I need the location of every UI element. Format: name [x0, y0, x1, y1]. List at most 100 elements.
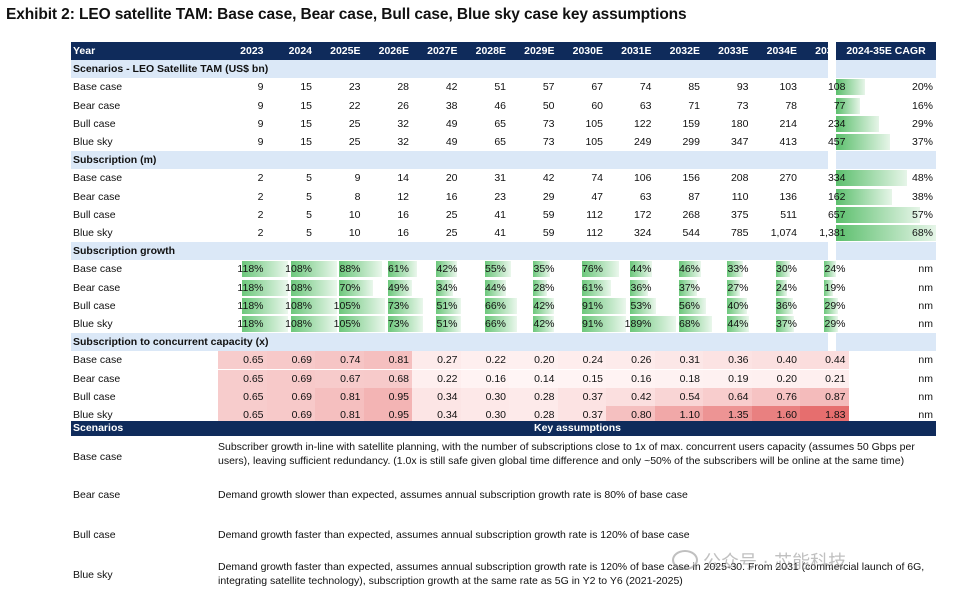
- value-text: 25: [445, 208, 458, 221]
- table-row: Bull case 118% 108% 105% 73% 51% 66% 42% 91% 53% 5…: [71, 297, 936, 315]
- table-row: Blue sky 118% 108% 105% 73% 51% 66% 42% 91% 189% 6…: [71, 315, 936, 333]
- table-row: Base case 118% 108% 88% 61% 42% 55% 35% 76% 44% 46…: [71, 260, 936, 278]
- value-text: 41: [494, 208, 506, 221]
- value-text: 108: [827, 81, 846, 94]
- value-text: 0.44: [825, 354, 846, 367]
- table-row: Blue sky 0.65 0.69 0.81 0.95 0.34 0.30 0.28 0.37…: [71, 406, 936, 424]
- assumption-text: Demand growth faster than expected, assu…: [218, 561, 925, 587]
- value-text: 12: [397, 190, 409, 203]
- cagr-cell: nm: [836, 388, 936, 406]
- value-cell: 0.80: [606, 406, 655, 424]
- value-cell: 180: [703, 115, 752, 133]
- section-title: Scenarios - LEO Satellite TAM (US$ bn): [73, 63, 269, 76]
- growth-bar: [775, 261, 791, 278]
- value-cell: 24%: [752, 279, 801, 297]
- value-cell: 31: [461, 169, 510, 187]
- value-cell: 299: [655, 133, 704, 151]
- value-text: 457: [827, 136, 846, 148]
- row-label: Blue sky: [73, 409, 113, 421]
- value-text: 46: [494, 99, 506, 112]
- value-text: 0.20: [534, 354, 555, 367]
- cagr-text: 16%: [911, 99, 933, 112]
- value-cell: 53%: [606, 297, 655, 315]
- value-cell: 26: [364, 97, 413, 115]
- value-text: 24%: [824, 263, 846, 276]
- value-cell: 189%: [606, 315, 655, 333]
- cagr-text: 48%: [911, 172, 933, 185]
- value-cell: 159: [655, 115, 704, 133]
- value-cell: 10: [315, 224, 364, 242]
- table-row: Blue sky 9 15 25 32 49 65 73 105 249 299 347 413 457 3…: [71, 133, 936, 151]
- value-cell: 347: [703, 133, 752, 151]
- value-text: 106: [633, 172, 652, 185]
- value-text: 110: [731, 190, 749, 203]
- key-assumptions-header: Scenarios Key assumptions: [71, 421, 936, 436]
- value-text: 0.31: [679, 354, 700, 367]
- value-text: 105: [585, 136, 603, 148]
- assumption-label: Bull case: [73, 529, 116, 541]
- section-band-cagr: [836, 333, 936, 352]
- value-cell: 15: [267, 133, 316, 151]
- cagr-cell: nm: [836, 297, 936, 315]
- value-cell: 49%: [364, 279, 413, 297]
- value-text: 112: [586, 208, 603, 221]
- assumption-text: Subscriber growth in-line with satellite…: [218, 441, 915, 467]
- growth-bar: [339, 279, 374, 296]
- value-cell: 59: [509, 224, 558, 242]
- row-label: Base case: [73, 354, 123, 367]
- value-cell: 268: [655, 206, 704, 224]
- value-text: 1.10: [679, 409, 700, 421]
- value-cell: 0.95: [363, 406, 412, 424]
- table-header-row: Year 2023 2024 2025E 2026E 2027E 2028E 2029E 203…: [71, 42, 846, 60]
- value-cell: 1,381: [800, 224, 849, 242]
- value-cell: 112: [558, 206, 607, 224]
- table-row: Bull case 9 15 25 32 49 65 73 105 122 159 180 214 234…: [71, 115, 936, 133]
- value-cell: 16: [412, 188, 461, 206]
- value-text: 73%: [387, 299, 409, 312]
- value-cell: 68%: [655, 315, 704, 333]
- value-cell: 156: [655, 169, 704, 187]
- growth-bar: [727, 261, 744, 278]
- value-cell: 63: [606, 188, 655, 206]
- cagr-text: nm: [918, 354, 933, 367]
- value-text: 63: [639, 99, 652, 112]
- growth-bar: [727, 316, 749, 332]
- value-text: 5: [306, 227, 312, 239]
- year-header-cell: 2030E: [572, 45, 603, 57]
- section-header: Subscription growth: [71, 242, 936, 261]
- value-text: 65: [494, 117, 506, 130]
- value-cell: 0.28: [509, 387, 558, 406]
- value-text: 375: [730, 208, 749, 221]
- value-text: 208: [730, 172, 749, 185]
- value-cell: 0.74: [315, 351, 364, 370]
- value-text: 103: [779, 81, 797, 94]
- value-text: 0.18: [679, 372, 700, 385]
- value-cell: 74: [558, 169, 607, 187]
- value-text: 59: [542, 227, 555, 239]
- value-cell: 0.69: [266, 351, 315, 370]
- value-cell: 37%: [655, 279, 704, 297]
- value-text: 0.22: [437, 372, 458, 385]
- value-cell: 0.87: [800, 387, 849, 406]
- value-cell: 2: [218, 206, 267, 224]
- value-text: 0.87: [825, 390, 846, 403]
- watermark-text: 公众号 · 芯能科技: [703, 552, 847, 573]
- value-text: 40%: [727, 299, 749, 312]
- value-text: 57: [542, 81, 555, 94]
- value-cell: 59: [509, 206, 558, 224]
- value-text: 0.16: [485, 372, 506, 385]
- value-text: 51%: [436, 299, 458, 312]
- value-cell: 16: [364, 206, 413, 224]
- table-row: Base case 9 15 23 28 42 51 57 67 74 85 93 103 108 20%: [71, 78, 936, 96]
- value-cell: 0.69: [266, 387, 315, 406]
- value-cell: 110: [703, 188, 752, 206]
- growth-bar: [824, 297, 839, 314]
- growth-bar: [533, 316, 554, 332]
- value-cell: 1,074: [752, 224, 801, 242]
- value-cell: 5: [267, 169, 316, 187]
- value-text: 108%: [285, 299, 312, 312]
- value-text: 0.65: [243, 372, 264, 385]
- value-cell: 106: [606, 169, 655, 187]
- value-cell: 14: [364, 169, 413, 187]
- value-cell: 657: [800, 206, 849, 224]
